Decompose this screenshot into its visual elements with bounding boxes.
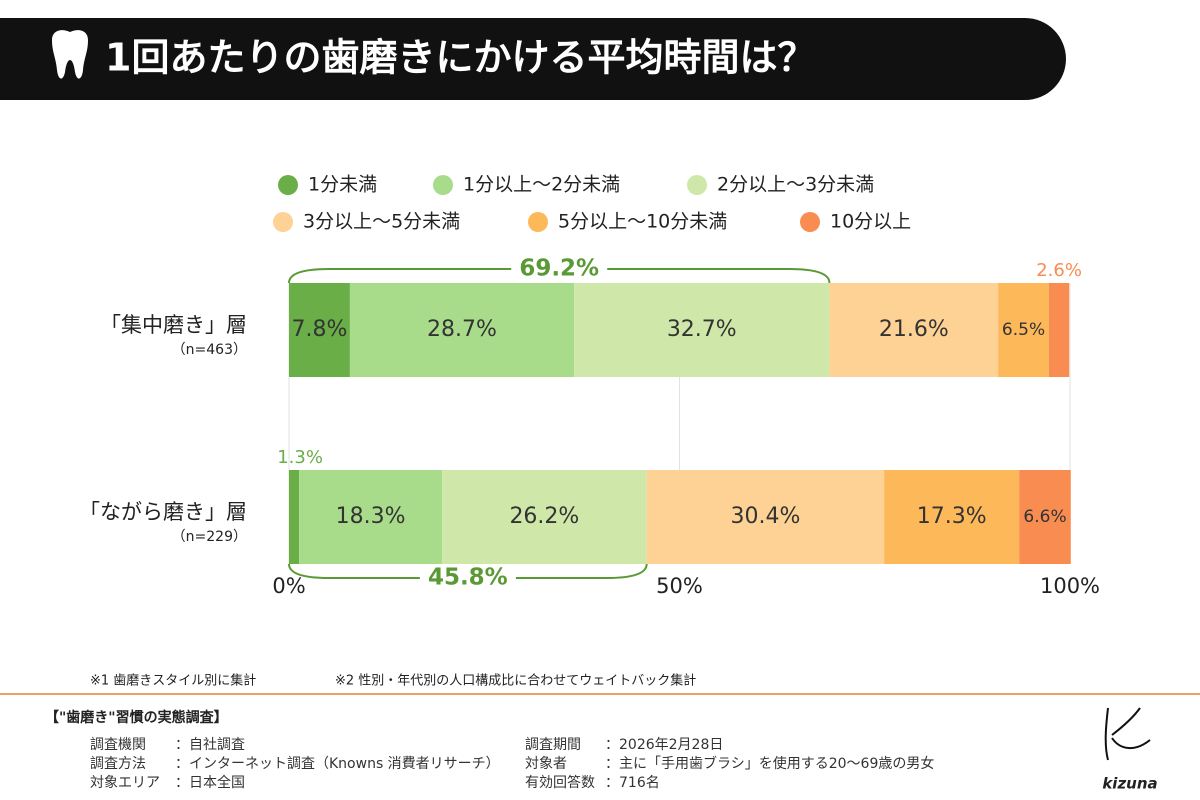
- category-label: 「ながら磨き」層: [79, 500, 247, 524]
- data-label: 30.4%: [730, 504, 800, 529]
- legend-swatch: [433, 175, 453, 195]
- legend-swatch: [273, 212, 293, 232]
- bar-segment: [998, 283, 1049, 377]
- footnote: ※1 歯磨きスタイル別に集計: [90, 673, 256, 689]
- bar-segment: [646, 470, 885, 564]
- data-label: 1.3%: [277, 447, 323, 468]
- data-label: 2.6%: [1036, 260, 1082, 281]
- bar-segment: [574, 283, 830, 377]
- data-label: 18.3%: [336, 504, 406, 529]
- bar-segment: [884, 470, 1020, 564]
- bar-segment: [442, 470, 647, 564]
- bar-segment: [299, 470, 443, 564]
- legend-label: 5分以上～10分未満: [558, 211, 727, 233]
- category-note: （n=229）: [172, 529, 247, 545]
- data-label: 6.5%: [1002, 320, 1045, 340]
- data-label: 6.6%: [1023, 507, 1066, 527]
- category-label: 「集中磨き」層: [100, 313, 247, 337]
- survey-value: ：日本全国: [175, 774, 245, 791]
- legend-swatch: [528, 212, 548, 232]
- data-label: 32.7%: [667, 317, 737, 342]
- legend-label: 1分未満: [308, 174, 377, 196]
- title-bar: [0, 18, 1066, 100]
- x-tick-label: 50%: [656, 574, 703, 598]
- data-label: 28.7%: [427, 317, 497, 342]
- x-tick-label: 0%: [272, 574, 305, 598]
- survey-value: ：2026年2月28日: [605, 737, 723, 753]
- data-label: 21.6%: [879, 317, 949, 342]
- bar-segment: [289, 470, 300, 564]
- bracket-label: 45.8%: [428, 565, 508, 591]
- bar-segment: [349, 283, 575, 377]
- survey-value: ：716名: [605, 775, 660, 791]
- survey-key: 対象エリア: [90, 775, 160, 791]
- legend-label: 1分以上～2分未満: [463, 174, 620, 196]
- x-tick-label: 100%: [1040, 574, 1100, 598]
- bracket: [288, 268, 831, 284]
- bar-segment: [289, 283, 350, 377]
- logo-mark: [1104, 707, 1151, 761]
- survey-key: 調査機関: [90, 737, 146, 753]
- bracket: [288, 563, 648, 579]
- survey-value: ：インターネット調査（Knowns 消費者リサーチ）: [175, 756, 500, 772]
- legend-swatch: [278, 175, 298, 195]
- bar-segment: [1019, 470, 1071, 564]
- bar-segment: [1048, 283, 1070, 377]
- survey-value: ：自社調査: [175, 737, 245, 753]
- legend-swatch: [800, 212, 820, 232]
- legend-swatch: [687, 175, 707, 195]
- legend-label: 2分以上～3分未満: [717, 174, 874, 196]
- survey-key: 調査期間: [525, 737, 581, 753]
- category-note: （n=463）: [172, 342, 247, 358]
- survey-key: 対象者: [525, 756, 567, 772]
- legend-label: 10分以上: [830, 211, 911, 233]
- survey-heading: 【"歯磨き"習慣の実態調査】: [45, 709, 228, 726]
- data-label: 17.3%: [917, 504, 987, 529]
- data-label: 7.8%: [292, 317, 348, 342]
- survey-key: 有効回答数: [525, 774, 595, 791]
- chart-title: 1回あたりの歯磨きにかける平均時間は？: [105, 36, 815, 80]
- footnote: ※2 性別・年代別の人口構成比に合わせてウェイトバック集計: [335, 673, 696, 689]
- logo: kizuna: [1102, 775, 1157, 793]
- data-label: 26.2%: [509, 504, 579, 529]
- survey-key: 調査方法: [90, 756, 146, 772]
- legend-label: 3分以上～5分未満: [303, 211, 460, 233]
- bracket-label: 69.2%: [519, 256, 599, 282]
- bar-segment: [829, 283, 999, 377]
- tooth-icon: [52, 30, 88, 79]
- survey-value: ：主に「手用歯ブラシ」を使用する20～69歳の男女: [605, 755, 934, 772]
